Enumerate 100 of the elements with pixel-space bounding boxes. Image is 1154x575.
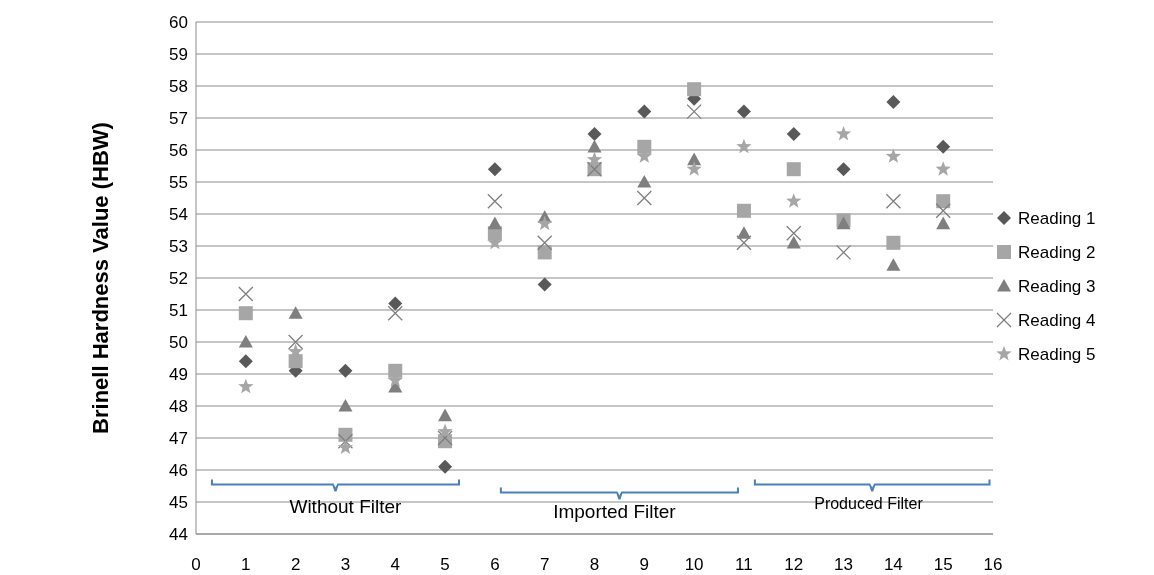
point bbox=[587, 139, 602, 153]
y-tick-label: 56 bbox=[169, 140, 188, 160]
y-tick-label: 59 bbox=[169, 44, 188, 64]
point bbox=[786, 193, 802, 208]
x-tick-label: 6 bbox=[490, 555, 500, 574]
point bbox=[438, 459, 453, 474]
x-tick-label: 1 bbox=[241, 555, 251, 574]
point bbox=[586, 151, 603, 167]
y-tick-label: 46 bbox=[169, 460, 188, 480]
point bbox=[636, 190, 652, 206]
point bbox=[936, 194, 951, 209]
x-tick-label: 15 bbox=[933, 555, 953, 574]
x-tick-label: 2 bbox=[290, 555, 301, 574]
point bbox=[835, 126, 852, 141]
point bbox=[387, 305, 403, 321]
y-axis-title: Brinell Hardness Value (HBW) bbox=[88, 122, 113, 434]
y-tick-label: 60 bbox=[169, 12, 188, 32]
point bbox=[637, 175, 652, 188]
point bbox=[637, 104, 652, 119]
legend-label: Reading 5 bbox=[1018, 344, 1096, 364]
point bbox=[885, 193, 902, 209]
point bbox=[886, 258, 901, 271]
y-tick-label: 47 bbox=[169, 428, 188, 448]
point bbox=[487, 193, 503, 209]
y-tick-label: 57 bbox=[169, 108, 188, 128]
x-tick-label: 0 bbox=[191, 555, 201, 574]
point bbox=[587, 127, 602, 141]
point bbox=[537, 235, 553, 251]
y-tick-label: 55 bbox=[169, 172, 188, 192]
x-tick-label: 10 bbox=[684, 555, 704, 574]
x-tick-label: 4 bbox=[390, 555, 400, 574]
point bbox=[537, 215, 553, 231]
point bbox=[936, 216, 951, 230]
annotation: Produced Filter bbox=[814, 495, 924, 513]
point bbox=[786, 127, 801, 141]
point bbox=[388, 363, 403, 378]
point bbox=[238, 335, 253, 348]
annotation: Imported Filter bbox=[553, 501, 677, 523]
y-tick-label: 49 bbox=[169, 364, 188, 384]
x-tick-label: 3 bbox=[340, 555, 351, 574]
x-tick-label: 9 bbox=[639, 555, 650, 574]
x-tick-label: 12 bbox=[784, 555, 804, 574]
x-tick-label: 8 bbox=[589, 555, 600, 574]
point bbox=[288, 306, 303, 319]
point bbox=[786, 225, 802, 241]
point bbox=[736, 104, 751, 119]
y-tick-label: 48 bbox=[169, 396, 188, 416]
point bbox=[388, 296, 403, 311]
point bbox=[886, 235, 901, 250]
point bbox=[338, 399, 353, 412]
point bbox=[437, 423, 453, 439]
point bbox=[686, 103, 702, 120]
point bbox=[337, 433, 354, 449]
point bbox=[736, 235, 752, 251]
point bbox=[687, 82, 702, 97]
legend-label: Reading 3 bbox=[1018, 276, 1096, 296]
point bbox=[287, 334, 304, 350]
point bbox=[338, 363, 353, 378]
point bbox=[935, 203, 951, 219]
y-tick-label: 58 bbox=[169, 76, 188, 96]
point bbox=[686, 161, 702, 176]
point bbox=[637, 139, 652, 154]
y-tick-label: 51 bbox=[169, 300, 188, 320]
y-tick-label: 45 bbox=[169, 492, 188, 512]
point bbox=[238, 306, 253, 321]
y-tick-label: 53 bbox=[169, 236, 188, 256]
point bbox=[437, 430, 453, 446]
point bbox=[736, 203, 751, 218]
point bbox=[238, 378, 254, 394]
point bbox=[786, 235, 801, 249]
point bbox=[687, 152, 702, 166]
x-tick-label: 11 bbox=[735, 555, 753, 574]
point bbox=[537, 277, 552, 292]
point bbox=[886, 95, 901, 109]
legend-label: Reading 4 bbox=[1018, 310, 1096, 330]
point bbox=[885, 148, 901, 163]
point bbox=[936, 139, 951, 154]
point bbox=[537, 245, 552, 260]
legend-label: Reading 2 bbox=[1018, 242, 1096, 262]
legend-label: Reading 1 bbox=[1018, 208, 1096, 228]
y-tick-label: 54 bbox=[169, 204, 188, 224]
point bbox=[487, 216, 502, 230]
point bbox=[736, 138, 752, 154]
point bbox=[438, 408, 453, 422]
point bbox=[835, 244, 852, 261]
x-tick-label: 7 bbox=[539, 555, 550, 574]
x-tick-label: 14 bbox=[883, 555, 903, 574]
y-tick-label: 44 bbox=[169, 524, 188, 544]
y-tick-label: 52 bbox=[169, 268, 188, 288]
y-tick-label: 50 bbox=[169, 332, 188, 352]
point bbox=[935, 161, 951, 176]
x-tick-label: 16 bbox=[983, 555, 1003, 574]
point bbox=[238, 286, 254, 302]
annotation: Without Filter bbox=[289, 496, 403, 518]
point bbox=[238, 354, 253, 369]
x-tick-label: 5 bbox=[440, 555, 450, 574]
point bbox=[337, 439, 354, 455]
point bbox=[836, 162, 851, 177]
point bbox=[786, 162, 801, 177]
point bbox=[487, 162, 502, 177]
